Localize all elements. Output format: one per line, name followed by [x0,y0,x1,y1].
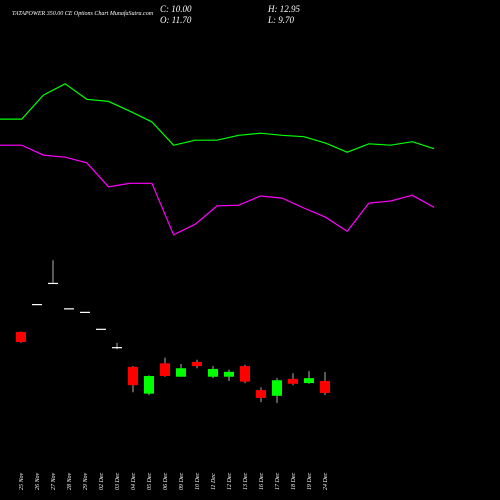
candle-body [208,368,218,377]
x-tick-label: 12 Dec [227,473,233,490]
indicator-line [0,83,435,153]
x-tick-label: 16 Dec [259,473,265,490]
candle-body [64,308,74,310]
candle-body [32,304,42,306]
candle-body [176,368,186,377]
x-tick-label: 25 Nov [19,472,25,490]
x-tick-label: 26 Nov [35,472,41,490]
x-tick-label: 10 Dec [195,473,201,490]
x-tick-label: 28 Nov [67,472,73,490]
x-tick-label: 11 Dec [211,473,217,490]
candle-body [144,376,154,394]
x-tick-label: 19 Dec [307,473,313,490]
indicator-line [0,144,435,236]
candle-body [224,371,234,377]
x-tick-label: 29 Nov [83,472,89,490]
candle-body [96,328,106,330]
x-tick-label: 09 Dec [179,473,185,490]
candle-body [320,380,330,393]
candle-body [240,366,250,382]
candle-body [112,347,122,349]
x-tick-label: 17 Dec [275,473,281,490]
close-label: C: 10.00 [160,4,192,14]
chart-title: TATAPOWER 350.00 CE Options Chart Munafa… [12,10,154,17]
x-tick-label: 04 Dec [130,473,137,490]
candle-body [80,311,90,313]
candle-body [48,282,58,285]
candle-body [256,390,266,398]
candle-body [288,378,298,384]
x-tick-label: 03 Dec [115,473,121,490]
low-label: L: 9.70 [267,15,295,25]
x-tick-label: 27 Nov [51,472,57,490]
x-tick-label: 02 Dec [99,473,105,490]
candle-body [304,378,314,384]
high-label: H: 12.95 [267,4,300,14]
candle-body [272,380,282,396]
x-tick-label: 05 Dec [147,473,153,490]
open-label: O: 11.70 [160,15,192,25]
candle-body [128,366,138,386]
x-tick-label: 18 Dec [291,473,297,490]
candle-body [192,361,202,367]
candle-body [16,331,26,342]
x-tick-label: 24 Dec [322,473,329,490]
candle-body [160,363,170,377]
x-tick-label: 06 Dec [163,473,169,490]
x-tick-label: 13 Dec [243,473,249,490]
